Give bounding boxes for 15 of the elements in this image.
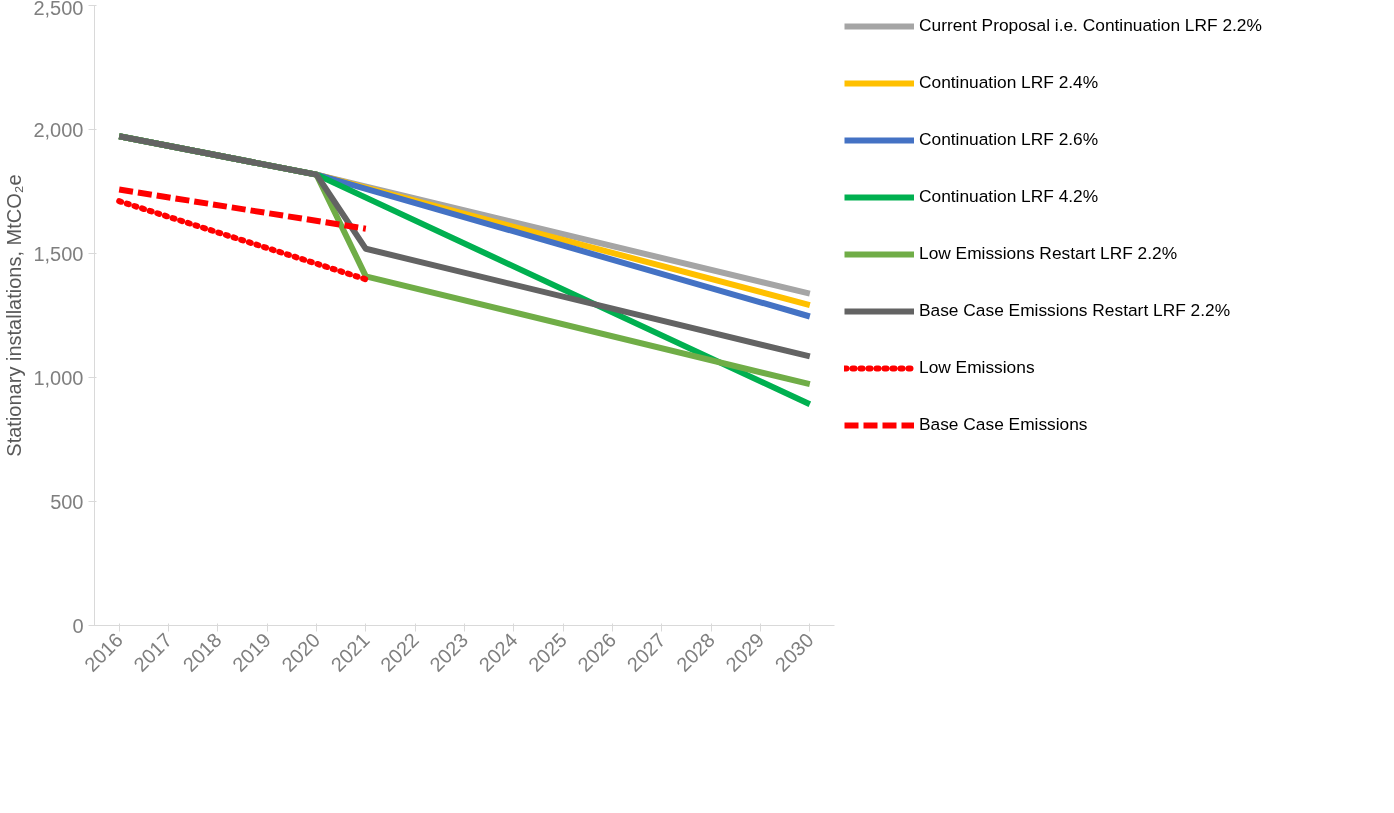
y-axis-title: Stationary installations, MtCO₂e xyxy=(3,174,26,457)
legend-label: Current Proposal i.e. Continuation LRF 2.2% xyxy=(919,15,1262,36)
y-tick-label: 1,000 xyxy=(33,366,84,389)
legend-label: Base Case Emissions xyxy=(919,414,1088,435)
legend-label: Continuation LRF 4.2% xyxy=(919,186,1099,207)
y-tick-label: 500 xyxy=(50,490,84,513)
y-tick-label: 2,000 xyxy=(33,118,84,141)
y-tick-label: 2,500 xyxy=(33,0,84,19)
legend-label: Low Emissions xyxy=(919,357,1035,378)
y-tick-label: 1,500 xyxy=(33,242,84,265)
legend-label: Low Emissions Restart LRF 2.2% xyxy=(919,243,1178,264)
legend-label: Continuation LRF 2.6% xyxy=(919,129,1099,150)
y-tick-label: 0 xyxy=(72,614,84,637)
legend-label: Continuation LRF 2.4% xyxy=(919,72,1099,93)
legend-label: Base Case Emissions Restart LRF 2.2% xyxy=(919,300,1231,321)
